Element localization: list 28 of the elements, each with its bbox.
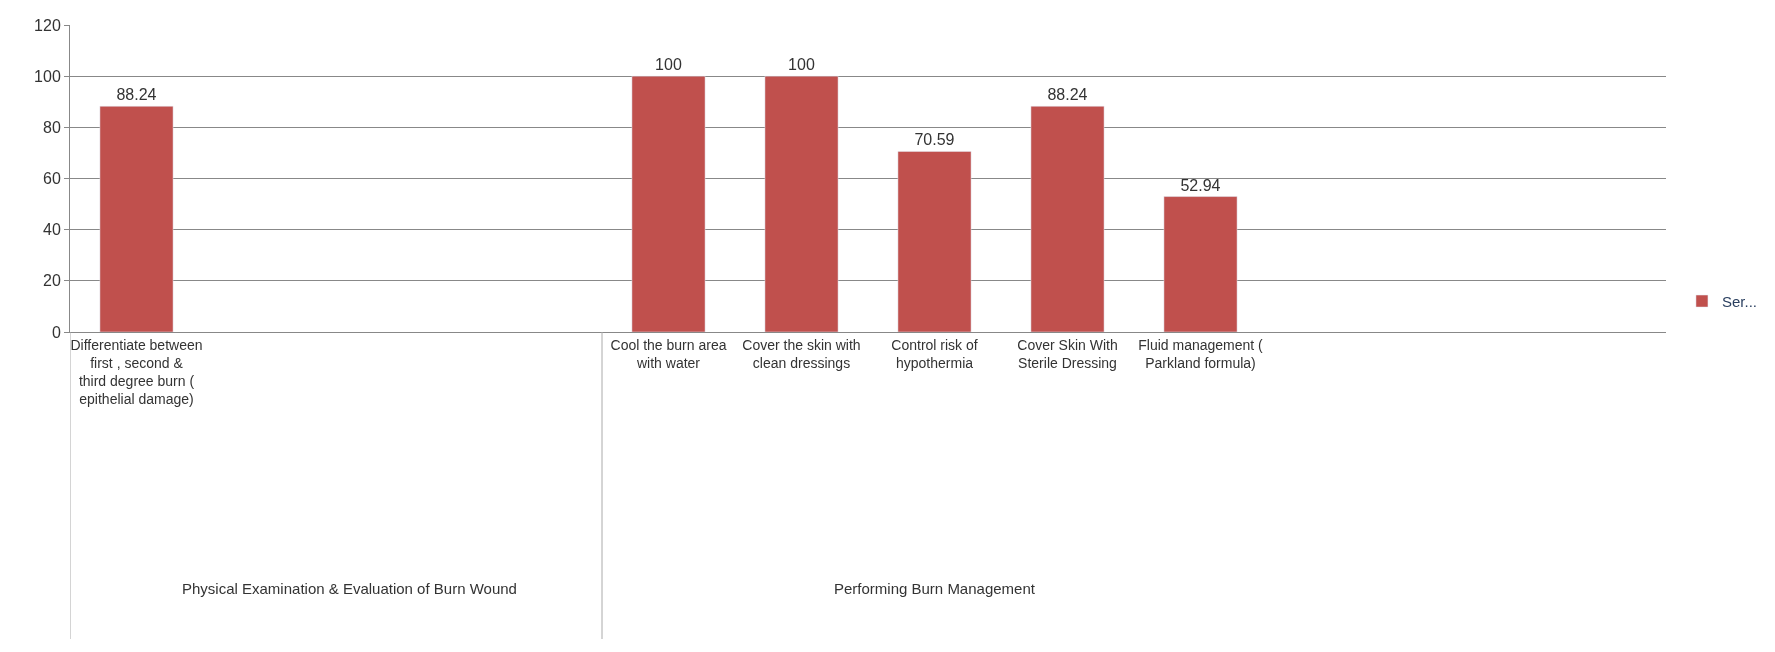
x-tick-label: Cover Skin With Sterile Dressing: [1017, 336, 1118, 371]
data-label: 52.94: [1180, 176, 1221, 194]
y-tick-label: 60: [43, 170, 61, 188]
x-tick-label: Cover the skin with clean dressings: [742, 336, 861, 371]
x-tick-label: Cool the burn area with water: [610, 336, 727, 371]
bar: [99, 106, 174, 332]
y-tick-label: 40: [43, 221, 61, 239]
data-label: 88.24: [1047, 86, 1088, 104]
bar: [764, 75, 839, 332]
data-label: 100: [655, 56, 682, 74]
y-tick-label: 80: [43, 118, 61, 136]
bar: [1030, 106, 1105, 332]
x-tick-label: Control risk of hypothermia: [891, 336, 978, 371]
bar: [897, 151, 972, 332]
data-label: 100: [788, 56, 815, 74]
data-label: 88.24: [116, 86, 157, 104]
legend-label: Ser...: [1721, 292, 1757, 310]
y-tick-label: 20: [43, 272, 61, 290]
text: Performing Burn Management: [834, 580, 1036, 597]
x-tick-label: Differentiate between first , second & third degree burn ( epithelial damage): [70, 336, 203, 408]
text: Physical Examination & Evaluation of Burn Wound: [182, 580, 517, 597]
x-tick-label: Fluid management ( Parkland formula): [1138, 336, 1264, 371]
y-tick-label: 0: [51, 323, 61, 341]
bar: [631, 75, 706, 332]
y-tick-label: 100: [34, 67, 61, 85]
bar: [1163, 196, 1238, 332]
y-tick-label: 120: [34, 16, 61, 34]
data-label: 70.59: [914, 131, 955, 149]
